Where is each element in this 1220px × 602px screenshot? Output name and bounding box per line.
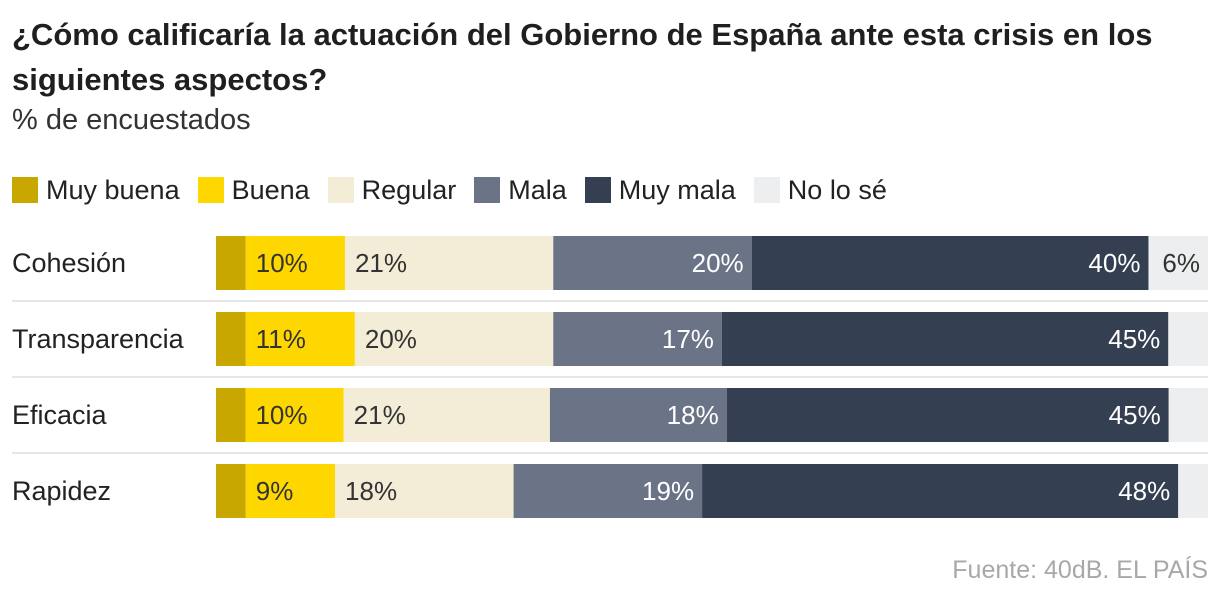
legend-item: Mala: [474, 175, 567, 206]
bar-segment: [343, 388, 550, 442]
bar-value-label: 40%: [1088, 248, 1140, 278]
bar-segment: [245, 236, 345, 290]
bar-segment: [216, 236, 246, 290]
bar-value-label: 21%: [354, 400, 406, 430]
bar-value-label: 19%: [642, 476, 694, 506]
bar-value-label: 45%: [1108, 324, 1160, 354]
bar-value-label: 10%: [255, 400, 307, 430]
chart-source: Fuente: 40dB. EL PAÍS: [952, 556, 1208, 584]
legend-swatch: [474, 177, 501, 203]
bar-segment: [216, 464, 246, 518]
bar-value-label: 11%: [256, 324, 306, 354]
bar-segment: [335, 464, 514, 518]
bar-value-label: 21%: [355, 248, 407, 278]
bar-segment: [245, 388, 344, 442]
bar-value-label: 20%: [692, 248, 744, 278]
legend-swatch: [12, 177, 38, 203]
legend-label: Muy mala: [618, 174, 736, 205]
legend-item: Regular: [327, 174, 457, 206]
bar-segment: [1168, 312, 1208, 366]
bar-segment: [1148, 236, 1208, 290]
bar-segment: [344, 236, 554, 290]
chart-title: ¿Cómo calificaría la actuación del Gobie…: [12, 17, 1153, 97]
legend-item: Buena: [197, 174, 310, 206]
legend-label: Regular: [361, 174, 457, 205]
bar-segment: [216, 388, 246, 442]
bar-segment: [553, 312, 722, 366]
chart-subtitle: % de encuestados: [12, 104, 251, 136]
legend-swatch: [197, 177, 224, 203]
legend-label: Mala: [508, 174, 567, 205]
bar-segment: [1178, 464, 1208, 518]
legend-swatch: [584, 177, 611, 203]
bar-segment: [721, 312, 1169, 366]
legend-swatch: [327, 177, 354, 203]
legend-item: Muy buena: [12, 175, 180, 206]
bar-value-label: 45%: [1109, 400, 1161, 430]
bar-segment: [354, 312, 554, 366]
bar-segment: [1168, 388, 1208, 442]
category-label: Eficacia: [12, 400, 108, 430]
bar-segment: [751, 236, 1149, 290]
legend-item: Muy mala: [584, 174, 736, 206]
bar-value-label: 17%: [662, 324, 714, 354]
legend-label: Buena: [231, 174, 310, 205]
bar-segment: [216, 312, 246, 366]
legend-label: No lo sé: [787, 174, 887, 205]
category-label: Rapidez: [12, 476, 111, 506]
bar-value-label: 10%: [256, 248, 308, 278]
legend-item: No lo sé: [753, 174, 887, 206]
bar-segment: [549, 388, 727, 442]
bar-value-label: 20%: [365, 324, 417, 354]
bar-segment: [726, 388, 1169, 442]
bar-segment: [245, 312, 355, 366]
bar-segment: [553, 236, 752, 290]
bar-segment: [513, 464, 703, 518]
bar-segment: [245, 464, 336, 518]
legend-swatch: [753, 177, 780, 203]
bar-value-label: 6%: [1162, 248, 1200, 278]
category-label: Transparencia: [12, 324, 185, 354]
chart-legend: Muy buena Buena Regular Mala Muy mala No lo s…: [12, 172, 905, 208]
category-label: Cohesión: [12, 248, 126, 278]
bar-value-label: 9%: [256, 476, 294, 506]
legend-label: Muy buena: [46, 174, 180, 205]
bar-value-label: 18%: [667, 400, 719, 430]
bar-value-label: 48%: [1118, 476, 1170, 506]
bar-segment: [702, 464, 1179, 518]
bar-value-label: 18%: [345, 476, 397, 506]
